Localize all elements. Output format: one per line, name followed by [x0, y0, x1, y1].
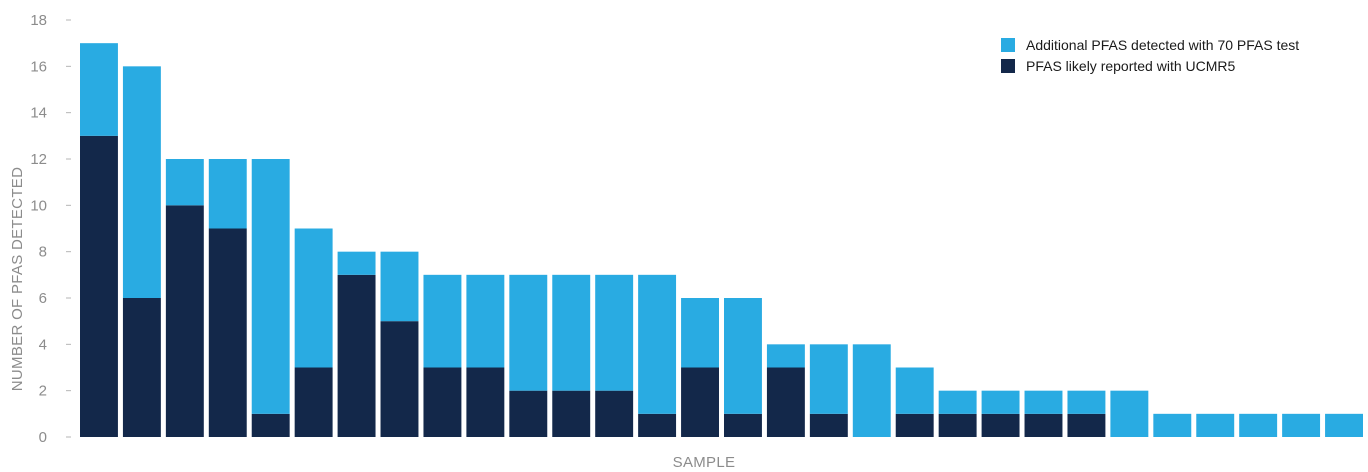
bar-segment-additional [852, 344, 891, 437]
bar-segment-ucmr5 [681, 367, 719, 437]
bar-segment-additional [681, 298, 719, 368]
y-tick-label: 18 [30, 12, 47, 29]
bar-segment-ucmr5 [638, 413, 677, 437]
bar-segment-additional [251, 159, 290, 414]
bar-segment-ucmr5 [724, 413, 762, 437]
bar-segment-ucmr5 [1024, 413, 1063, 437]
bar-segment-ucmr5 [80, 135, 118, 437]
bar-segment-additional [1024, 390, 1063, 414]
bar-segment-ucmr5 [1067, 413, 1106, 437]
bar-segment-additional [938, 390, 977, 414]
bar-segment-additional [1239, 413, 1278, 437]
y-axis-title: NUMBER OF PFAS DETECTED [9, 167, 26, 391]
bar-segment-ucmr5 [165, 205, 204, 437]
legend-swatch [1001, 38, 1015, 52]
y-tick-label: 10 [30, 197, 47, 214]
bar-segment-ucmr5 [380, 321, 419, 437]
bar-segment-additional [895, 367, 934, 414]
y-tick-label: 0 [39, 429, 47, 446]
bar-segment-additional [208, 159, 247, 229]
y-tick-label: 6 [39, 290, 47, 307]
bar-segment-ucmr5 [809, 413, 848, 437]
bar-segment-additional [724, 298, 762, 414]
bar-segment-ucmr5 [466, 367, 505, 437]
bar-segment-additional [122, 66, 161, 298]
bar-segment-additional [466, 274, 505, 368]
bar-segment-ucmr5 [251, 413, 290, 437]
bar-segment-ucmr5 [337, 274, 376, 437]
bar-segment-additional [1282, 413, 1321, 437]
bar-segment-ucmr5 [208, 228, 247, 437]
legend: Additional PFAS detected with 70 PFAS te… [1001, 37, 1299, 74]
bar-segment-ucmr5 [294, 367, 333, 437]
bar-segment-additional [294, 228, 333, 368]
bars [80, 43, 1363, 437]
y-tick-label: 16 [30, 58, 47, 75]
bar-segment-additional [1196, 413, 1235, 437]
bar-segment-additional [1325, 413, 1363, 437]
bar-segment-ucmr5 [766, 367, 805, 437]
bar-segment-additional [509, 274, 548, 391]
bar-segment-additional [337, 251, 376, 275]
bar-segment-ucmr5 [981, 413, 1020, 437]
y-tick-label: 12 [30, 151, 47, 168]
bar-segment-ucmr5 [595, 390, 634, 437]
bar-segment-additional [165, 159, 204, 206]
x-axis-title: SAMPLE [673, 454, 736, 471]
y-tick-label: 4 [39, 336, 47, 353]
y-tick-label: 14 [30, 105, 47, 122]
bar-segment-additional [595, 274, 634, 391]
bar-segment-additional [638, 274, 677, 414]
bar-segment-additional [423, 274, 462, 368]
bar-segment-ucmr5 [938, 413, 977, 437]
bar-segment-additional [809, 344, 848, 414]
bar-segment-ucmr5 [122, 298, 161, 437]
bar-segment-additional [80, 43, 118, 136]
bar-segment-ucmr5 [552, 390, 591, 437]
y-tick-label: 2 [39, 383, 47, 400]
bar-segment-additional [981, 390, 1020, 414]
bar-segment-additional [380, 251, 419, 322]
bar-segment-additional [1067, 390, 1106, 414]
bar-segment-ucmr5 [509, 390, 548, 437]
legend-label: PFAS likely reported with UCMR5 [1026, 58, 1236, 74]
y-tick-label: 8 [39, 244, 47, 261]
bar-segment-additional [552, 274, 591, 391]
bar-segment-ucmr5 [895, 413, 934, 437]
bar-segment-additional [1153, 413, 1192, 437]
legend-label: Additional PFAS detected with 70 PFAS te… [1026, 37, 1299, 53]
bar-segment-ucmr5 [423, 367, 462, 437]
legend-swatch [1001, 59, 1015, 73]
y-axis: 0 2 4 6 8 10 12 14 16 18 [30, 12, 71, 446]
bar-segment-additional [1110, 390, 1149, 437]
bar-segment-additional [766, 344, 805, 368]
